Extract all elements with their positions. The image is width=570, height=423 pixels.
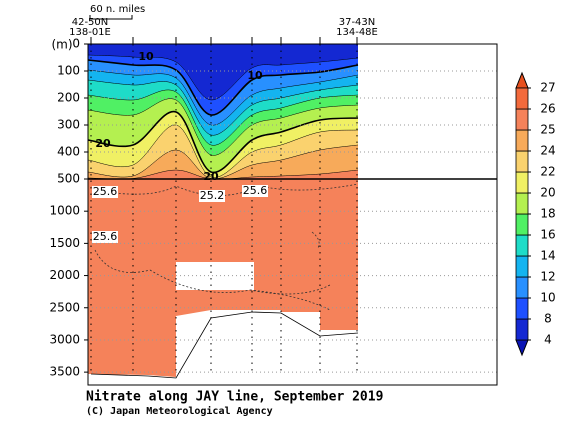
y-tick-label: 400 (57, 145, 80, 159)
contour-line (87, 124, 359, 178)
colorbar-label: 22 (540, 165, 555, 179)
contour-line (311, 231, 320, 249)
y-unit: (m) (51, 38, 72, 52)
station-end-lat: 37-43N (339, 17, 376, 28)
colorbar-box (515, 87, 529, 110)
station-start-lon: 138-01E (69, 27, 111, 38)
colorbar-box (515, 150, 529, 173)
colorbar-box (515, 192, 529, 215)
contour-line (94, 183, 359, 196)
contour-line (94, 249, 331, 295)
scale-bar (89, 15, 133, 20)
contour-line (87, 144, 359, 180)
credit: (C) Japan Meteorological Agency (86, 405, 273, 417)
colorbar-end (515, 71, 529, 89)
contour-label: 25.6 (93, 185, 118, 198)
station-end-lon: 134-48E (336, 27, 378, 38)
colorbar-label: 18 (540, 207, 555, 221)
label-bg (242, 185, 268, 197)
contour-line (249, 289, 331, 311)
y-tick-label: 3000 (49, 332, 80, 346)
colorbar-label: 24 (540, 144, 555, 158)
colorbar-box (515, 213, 529, 236)
contour-line (87, 89, 359, 146)
y-tick-label: 200 (57, 91, 80, 105)
contour-label: 20 (95, 137, 111, 150)
contour-line (87, 110, 359, 174)
contour-line (87, 98, 359, 156)
y-tick-label: 500 (57, 172, 80, 186)
y-tick-label: 1000 (49, 204, 80, 218)
colorbar-box (515, 234, 529, 257)
colorbar-label: 25 (540, 123, 555, 137)
y-tick-label: 100 (57, 64, 80, 78)
colorbar-label: 20 (540, 186, 555, 200)
colorbar-label: 27 (540, 81, 555, 95)
y-tick-label: 2000 (49, 268, 80, 282)
colorbar-end (515, 339, 529, 357)
colorbar-label: 10 (540, 291, 555, 305)
colorbar-box (515, 108, 529, 131)
no-data (176, 262, 254, 290)
contour-line (87, 69, 359, 126)
colorbar-label: 26 (540, 102, 555, 116)
seafloor (90, 311, 359, 379)
y-tick-label: 300 (57, 118, 80, 132)
colorbar-box (515, 276, 529, 299)
colorbar-box (515, 297, 529, 320)
y-tick-label: 0 (72, 37, 80, 51)
chart-title: Nitrate along JAY line, September 2019 (86, 390, 383, 405)
contour-line (87, 54, 359, 101)
colorbar-label: 4 (544, 333, 552, 347)
y-tick-label: 3500 (49, 365, 80, 379)
colorbar-box (515, 171, 529, 194)
scale-label: 60 n. miles (90, 4, 145, 15)
contour-line (87, 59, 359, 116)
contour-label: 20 (203, 170, 219, 183)
colorbar-label: 14 (540, 249, 555, 263)
colorbar-label: 8 (544, 312, 552, 326)
contour-label: 10 (247, 69, 263, 82)
plot-frame (87, 43, 498, 386)
colorbar-label: 12 (540, 270, 555, 284)
contour-label: 25.2 (200, 189, 225, 202)
contour-label: 25.6 (93, 230, 118, 243)
contour-line (87, 79, 359, 136)
colorbar-box (515, 318, 529, 341)
y-tick-label: 1500 (49, 236, 80, 250)
label-bg (199, 190, 225, 202)
band (88, 145, 358, 179)
contour-label: 10 (138, 50, 154, 63)
contour-label: 25.6 (243, 184, 268, 197)
colorbar-label: 16 (540, 228, 555, 242)
y-tick-label: 2500 (49, 300, 80, 314)
band (88, 169, 358, 180)
colorbar-box (515, 129, 529, 152)
colorbar-box (515, 255, 529, 278)
label-bg (92, 186, 118, 198)
label-bg (92, 231, 118, 243)
station-start-lat: 42-50N (72, 17, 109, 28)
